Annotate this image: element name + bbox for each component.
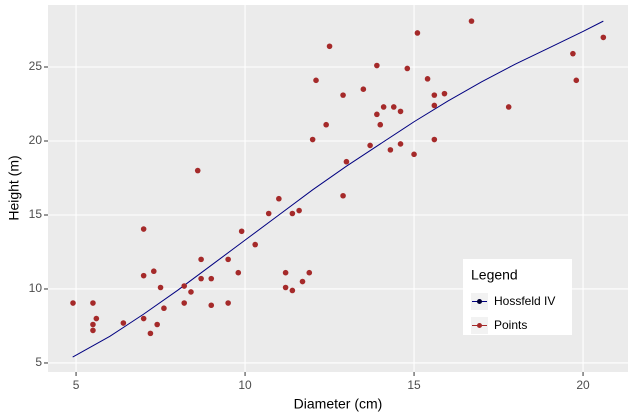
point	[90, 321, 96, 328]
point	[390, 104, 397, 110]
point	[367, 142, 373, 149]
point	[570, 50, 576, 57]
point	[90, 327, 96, 334]
point	[70, 300, 76, 306]
point	[140, 226, 147, 232]
point	[140, 272, 147, 279]
point	[505, 104, 512, 110]
x-tick-label: 20	[576, 378, 590, 392]
y-tick-label: 10	[29, 281, 43, 295]
point	[147, 330, 154, 337]
y-tick-label: 20	[29, 133, 43, 147]
point	[306, 269, 313, 276]
point	[265, 210, 272, 217]
point	[397, 141, 404, 147]
y-tick-label: 25	[29, 59, 43, 73]
point	[573, 77, 580, 84]
point	[194, 167, 201, 174]
point	[276, 195, 282, 202]
point	[431, 92, 438, 98]
point	[340, 92, 346, 98]
point	[309, 136, 316, 143]
point	[387, 147, 394, 153]
legend: Legend Hossfeld IV Points	[463, 259, 572, 335]
point	[140, 315, 147, 322]
x-tick-label: 10	[238, 378, 252, 392]
point	[374, 62, 380, 69]
point	[299, 278, 306, 285]
point	[181, 283, 188, 289]
point	[225, 256, 231, 263]
point	[188, 289, 194, 295]
point	[343, 158, 350, 165]
point	[289, 287, 296, 294]
point	[208, 302, 215, 309]
point	[282, 269, 289, 276]
point	[600, 34, 607, 41]
y-axis-title: Height (m)	[6, 155, 22, 220]
legend-dot	[477, 299, 482, 304]
x-axis-title: Diameter (cm)	[294, 396, 383, 412]
point	[468, 18, 475, 24]
y-tick-label: 5	[35, 355, 42, 369]
point	[181, 300, 188, 306]
point	[161, 305, 167, 312]
point	[411, 151, 417, 158]
marks	[70, 18, 607, 358]
legend-label: Points	[494, 318, 527, 332]
point	[238, 228, 245, 235]
point	[360, 86, 367, 93]
point	[431, 102, 438, 109]
point	[404, 65, 411, 72]
point	[296, 207, 302, 214]
x-tick-label: 5	[73, 378, 80, 392]
point	[289, 210, 296, 217]
point	[323, 121, 329, 128]
point	[282, 284, 289, 291]
point	[120, 320, 127, 326]
point	[150, 268, 157, 275]
point	[424, 76, 431, 82]
point	[374, 111, 380, 118]
point	[313, 77, 319, 84]
point	[93, 315, 100, 322]
point	[208, 275, 215, 282]
point	[154, 321, 160, 328]
legend-dot	[477, 323, 482, 328]
x-tick-label: 15	[407, 378, 421, 392]
point	[441, 90, 448, 97]
point	[377, 121, 384, 128]
legend-title: Legend	[471, 267, 518, 283]
point	[340, 192, 346, 199]
y-tick-label: 15	[29, 207, 43, 221]
point	[397, 108, 404, 115]
point	[326, 43, 333, 50]
point	[235, 269, 242, 276]
point	[90, 300, 96, 306]
point	[431, 136, 438, 143]
point	[380, 104, 387, 110]
point	[198, 275, 204, 282]
point	[225, 300, 231, 306]
point	[414, 30, 421, 36]
fit-line	[72, 20, 604, 358]
point	[198, 256, 204, 263]
point	[157, 284, 164, 291]
legend-label: Hossfeld IV	[494, 294, 555, 308]
point	[252, 241, 258, 248]
